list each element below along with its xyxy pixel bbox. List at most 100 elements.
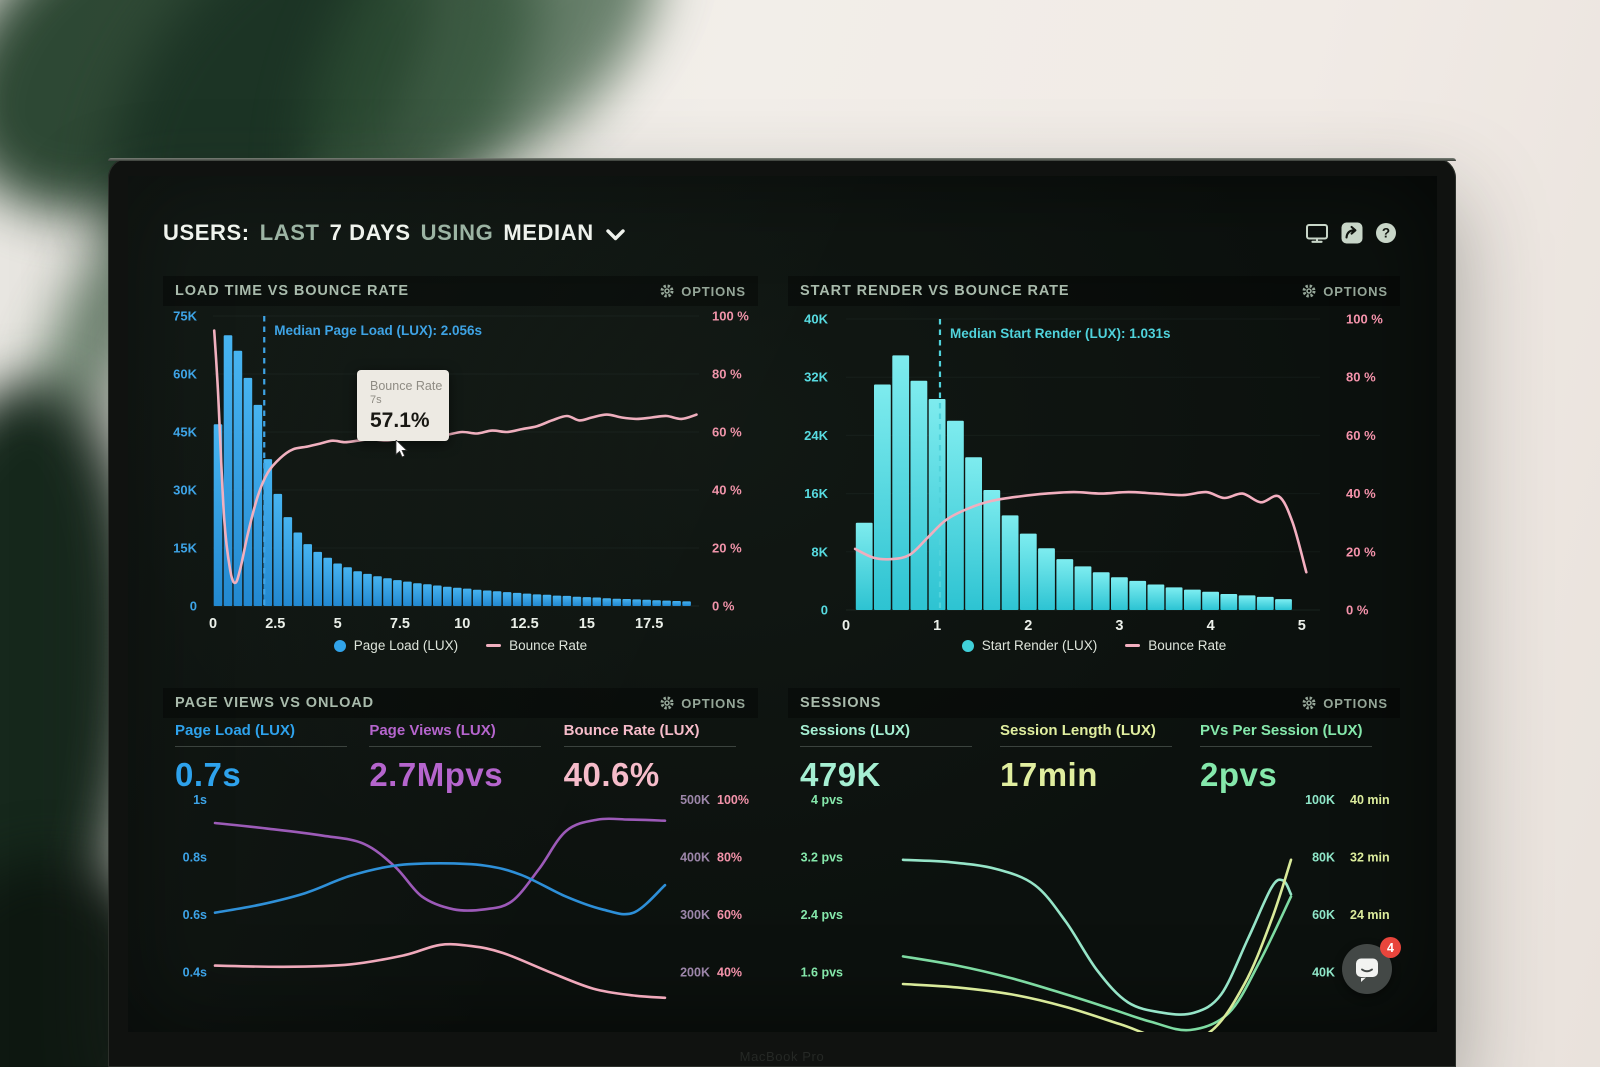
svg-text:2.5: 2.5 — [265, 616, 285, 632]
svg-text:32K: 32K — [804, 370, 828, 385]
svg-text:80 %: 80 % — [712, 367, 742, 382]
svg-text:4: 4 — [1207, 618, 1215, 634]
title-segment: USERS: — [163, 220, 250, 245]
svg-text:1.6 pvs: 1.6 pvs — [801, 966, 843, 980]
metrics-row: Page Load (LUX) 0.7s Page Views (LUX) 2.… — [175, 722, 758, 794]
load-time-chart[interactable]: 75K 100 % 60K 80 % 45K 60 % 30K 40 % 15K 20 % 0 0 %… — [163, 276, 758, 674]
gear-icon — [1302, 284, 1316, 298]
svg-text:60%: 60% — [717, 908, 742, 922]
share-icon[interactable] — [1341, 222, 1363, 244]
legend-label: Bounce Rate — [509, 638, 588, 653]
display-icon[interactable] — [1305, 222, 1329, 244]
svg-text:0.8s: 0.8s — [183, 851, 207, 865]
svg-text:40%: 40% — [717, 966, 742, 980]
svg-text:17.5: 17.5 — [635, 616, 663, 632]
chevron-down-icon — [606, 228, 625, 240]
svg-text:100 %: 100 % — [712, 309, 749, 324]
options-button[interactable]: OPTIONS — [1302, 284, 1388, 299]
panel-header: PAGE VIEWS VS ONLOAD OPTIONS — [163, 688, 758, 718]
svg-text:80K: 80K — [1312, 851, 1335, 865]
header-icons: ? — [1305, 222, 1397, 244]
svg-text:7.5: 7.5 — [390, 616, 410, 632]
svg-text:?: ? — [1382, 226, 1390, 241]
metric-bounce-rate: Bounce Rate (LUX) 40.6% — [563, 722, 758, 794]
chart-tooltip: Bounce Rate 7s 57.1% — [357, 370, 449, 441]
svg-text:300K: 300K — [680, 908, 710, 922]
svg-text:80%: 80% — [717, 851, 742, 865]
panel-title: LOAD TIME VS BOUNCE RATE — [175, 283, 410, 299]
title-segment: 7 DAYS — [329, 220, 411, 245]
laptop: USERS: LAST 7 DAYS USING MEDIAN ? LOAD T… — [108, 158, 1456, 1067]
panel-header: START RENDER VS BOUNCE RATE OPTIONS — [788, 276, 1400, 306]
svg-text:60 %: 60 % — [712, 425, 742, 440]
options-button[interactable]: OPTIONS — [660, 696, 746, 711]
svg-text:80 %: 80 % — [1346, 370, 1376, 385]
svg-text:0.6s: 0.6s — [183, 908, 207, 922]
svg-text:24 min: 24 min — [1350, 908, 1390, 922]
legend-label: Page Load (LUX) — [353, 638, 459, 653]
svg-text:0: 0 — [842, 618, 850, 634]
svg-text:100K: 100K — [1305, 793, 1335, 807]
svg-text:400K: 400K — [680, 851, 710, 865]
chart-legend: Start Render (LUX) Bounce Rate — [788, 638, 1400, 653]
panel-title: SESSIONS — [800, 695, 882, 711]
svg-text:40 %: 40 % — [1346, 486, 1376, 501]
help-icon[interactable]: ? — [1375, 222, 1397, 244]
legend-label: Start Render (LUX) — [981, 638, 1098, 653]
svg-text:500K: 500K — [680, 793, 710, 807]
device-brand-label: MacBook Pro — [739, 1049, 825, 1064]
chart-legend: Page Load (LUX) Bounce Rate — [163, 638, 758, 653]
svg-text:60K: 60K — [1312, 908, 1335, 922]
svg-text:0: 0 — [821, 603, 828, 618]
svg-text:32 min: 32 min — [1350, 851, 1390, 865]
svg-text:16K: 16K — [804, 486, 828, 501]
svg-text:2: 2 — [1024, 618, 1032, 634]
svg-text:200K: 200K — [680, 966, 710, 980]
title-segment: LAST — [259, 220, 320, 245]
notification-badge: 4 — [1380, 937, 1401, 958]
svg-text:2.4 pvs: 2.4 pvs — [801, 908, 843, 922]
svg-text:10: 10 — [454, 616, 470, 632]
panel-header: LOAD TIME VS BOUNCE RATE OPTIONS — [163, 276, 758, 306]
svg-text:1: 1 — [933, 618, 941, 634]
mouse-cursor — [395, 440, 408, 458]
panel-sessions: SESSIONS OPTIONS Sessions (LUX) 479K Ses… — [788, 688, 1400, 1032]
sessions-chart[interactable]: 4 pvs 100K 40 min 3.2 pvs 80K 32 min 2.4 pvs 60… — [788, 688, 1400, 1032]
metric-pvs-per-session: PVs Per Session (LUX) 2pvs — [1200, 722, 1400, 794]
svg-text:5: 5 — [334, 616, 342, 632]
title-segment: USING — [420, 220, 494, 245]
panel-title: PAGE VIEWS VS ONLOAD — [175, 695, 375, 711]
svg-text:0 %: 0 % — [712, 599, 735, 614]
metric-page-views: Page Views (LUX) 2.7Mpvs — [369, 722, 563, 794]
gear-icon — [1302, 696, 1316, 710]
chat-bubble-icon — [1356, 958, 1378, 982]
options-button[interactable]: OPTIONS — [660, 284, 746, 299]
svg-text:24K: 24K — [804, 428, 828, 443]
metric-page-load: Page Load (LUX) 0.7s — [175, 722, 369, 794]
svg-text:45K: 45K — [173, 425, 197, 440]
svg-text:15K: 15K — [173, 541, 197, 556]
svg-text:15: 15 — [579, 616, 595, 632]
svg-text:30K: 30K — [173, 483, 197, 498]
gear-icon — [660, 696, 674, 710]
page-views-chart[interactable]: 1s 500K 100% 0.8s 400K 80% 0.6s 300K 60% 0.4s 200K… — [163, 688, 758, 1032]
panel-load-time-vs-bounce-rate: LOAD TIME VS BOUNCE RATE OPTIONS 75K 100 … — [163, 276, 758, 674]
svg-text:0.4s: 0.4s — [183, 966, 207, 980]
svg-text:0 %: 0 % — [1346, 603, 1369, 618]
options-button[interactable]: OPTIONS — [1302, 696, 1388, 711]
start-render-chart[interactable]: 40K 100 % 32K 80 % 24K 60 % 16K 40 % 8K 20 % 0 0 % M… — [788, 276, 1400, 674]
panel-page-views-vs-onload: PAGE VIEWS VS ONLOAD OPTIONS Page Load (… — [163, 688, 758, 1032]
panel-title: START RENDER VS BOUNCE RATE — [800, 283, 1070, 299]
svg-text:75K: 75K — [173, 309, 197, 324]
panel-start-render-vs-bounce-rate: START RENDER VS BOUNCE RATE OPTIONS 40K 1… — [788, 276, 1400, 674]
gear-icon — [660, 284, 674, 298]
svg-text:Median Page Load (LUX): 2.056s: Median Page Load (LUX): 2.056s — [274, 323, 482, 338]
svg-text:40K: 40K — [1312, 966, 1335, 980]
svg-text:3.2 pvs: 3.2 pvs — [801, 851, 843, 865]
page-title[interactable]: USERS: LAST 7 DAYS USING MEDIAN — [163, 220, 625, 246]
svg-text:1s: 1s — [193, 793, 207, 807]
svg-text:5: 5 — [1298, 618, 1306, 634]
metrics-row: Sessions (LUX) 479K Session Length (LUX)… — [800, 722, 1400, 794]
title-segment: MEDIAN — [503, 220, 594, 245]
